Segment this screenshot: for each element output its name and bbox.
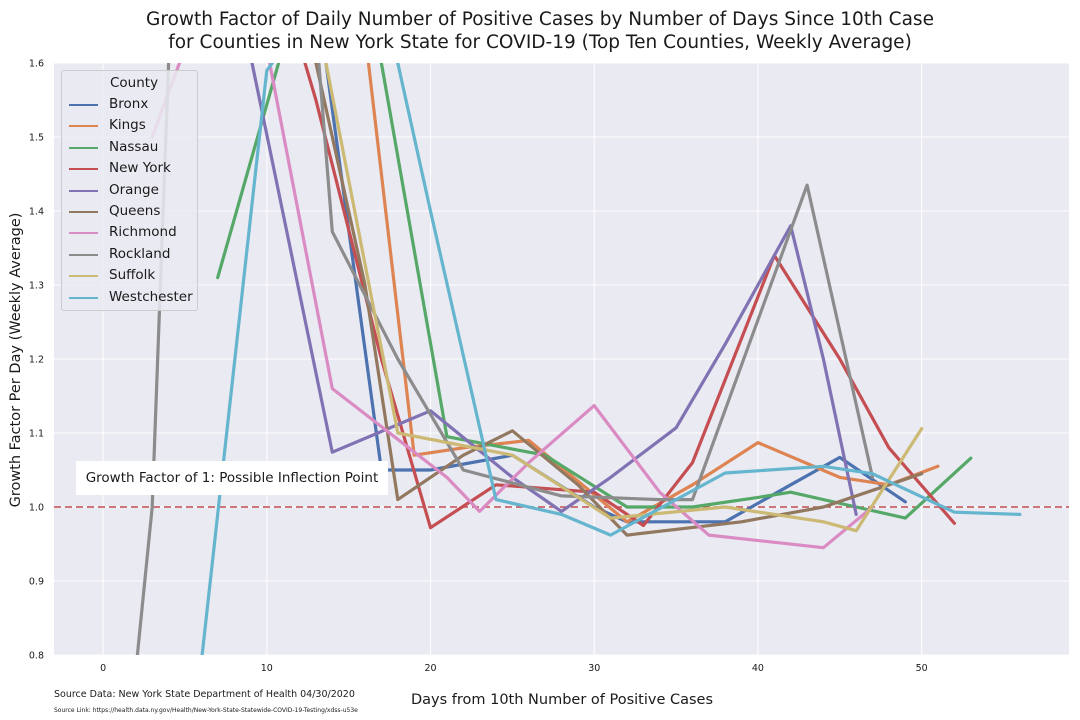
x-tick-label: 40 <box>752 663 764 674</box>
series-lines <box>135 63 1022 655</box>
series-line-bronx <box>324 63 907 524</box>
chart-title-line-1: Growth Factor of Daily Number of Positiv… <box>146 9 934 30</box>
legend-swatch <box>69 253 98 256</box>
legend-item-bronx: Bronx <box>67 95 195 115</box>
series-line-suffolk <box>324 63 924 533</box>
series-line-rockland <box>135 63 875 655</box>
source-data: Source Data: New York State Department o… <box>54 689 355 700</box>
legend-swatch <box>69 104 98 106</box>
legend-swatch <box>69 168 98 171</box>
y-tick-labels: 0.8 0.9 1.0 1.1 1.2 1.3 1.4 1.5 1.6 <box>29 59 44 662</box>
legend-label: Bronx <box>109 96 149 112</box>
y-axis-label: Growth Factor Per Day (Weekly Average) <box>8 212 24 508</box>
legend-swatch <box>69 232 98 235</box>
legend-label: New York <box>109 160 171 177</box>
y-tick-label: 1.6 <box>29 59 44 70</box>
y-tick-label: 0.8 <box>29 651 44 662</box>
legend-label: Queens <box>109 203 161 219</box>
legend-swatch <box>69 211 98 213</box>
legend-item-rockland: Rockland <box>67 245 195 265</box>
legend-label: Nassau <box>109 138 159 155</box>
legend-label: Suffolk <box>109 267 156 284</box>
legend-swatch <box>69 296 98 299</box>
chart-title-line-2: for Counties in New York State for COVID… <box>168 32 912 53</box>
y-tick-label: 1.3 <box>29 281 44 292</box>
legend-item-orange: Orange <box>67 181 195 201</box>
legend-swatch <box>69 125 98 128</box>
source-link: Source Link: https://health.data.ny.gov/… <box>54 707 358 714</box>
x-tick-label: 20 <box>424 663 436 674</box>
legend: County Bronx Kings Nassau New York Orange Que… <box>61 70 198 311</box>
y-tick-label: 1.2 <box>29 355 44 366</box>
legend-label: Westchester <box>109 288 193 305</box>
series-line-richmond <box>150 63 875 550</box>
legend-item-suffolk: Suffolk <box>67 266 195 286</box>
y-tick-label: 1.4 <box>29 207 44 218</box>
x-tick-label: 30 <box>588 663 600 674</box>
series-line-kings <box>366 63 940 524</box>
x-axis-label: Days from 10th Number of Positive Cases <box>410 692 714 708</box>
y-tick-label: 1.0 <box>29 503 44 514</box>
legend-swatch <box>69 146 98 149</box>
y-tick-label: 1.5 <box>29 133 44 144</box>
legend-label: Richmond <box>109 224 177 241</box>
legend-swatch <box>69 189 98 192</box>
series-line-westchester <box>200 63 1022 655</box>
legend-item-queens: Queens <box>67 202 195 222</box>
legend-label: Rockland <box>109 245 171 262</box>
legend-item-kings: Kings <box>67 116 195 136</box>
y-tick-label: 1.1 <box>29 429 44 440</box>
legend-title: County <box>110 75 159 91</box>
x-tick-label: 0 <box>100 663 106 674</box>
y-tick-label: 0.9 <box>29 577 44 588</box>
legend-swatch <box>69 275 98 278</box>
legend-item-westchester: Westchester <box>67 288 195 308</box>
legend-item-nassau: Nassau <box>67 138 195 158</box>
x-tick-label: 10 <box>261 663 273 674</box>
legend-item-new-york: New York <box>67 159 195 179</box>
x-tick-labels: 0 10 20 30 40 50 <box>100 663 928 674</box>
x-tick-label: 50 <box>916 663 928 674</box>
legend-item-richmond: Richmond <box>67 223 195 243</box>
series-line-queens <box>314 63 924 537</box>
legend-label: Kings <box>109 117 146 134</box>
legend-label: Orange <box>109 181 159 198</box>
inflection-annotation: Growth Factor of 1: Possible Inflection … <box>76 461 388 495</box>
